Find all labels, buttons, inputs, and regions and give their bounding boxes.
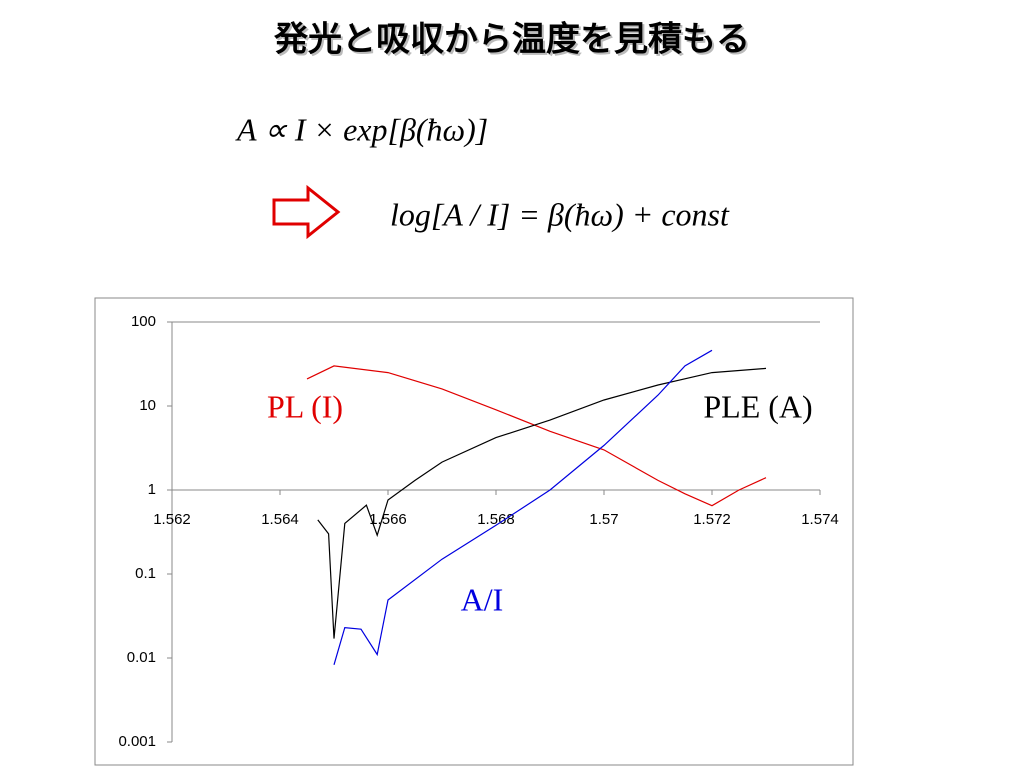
series-label: PLE (A) [703,388,812,424]
series-line [333,349,713,665]
y-tick-label: 1 [148,481,156,498]
y-tick-label: 100 [131,313,156,330]
equation: A ∝ I × exp[β(ħω)] [235,111,488,147]
y-tick-label: 0.01 [127,649,156,666]
series-label: A/I [461,581,504,617]
x-tick-label: 1.566 [369,511,407,528]
x-tick-label: 1.574 [801,511,839,528]
y-tick-label: 0.001 [118,733,156,750]
x-tick-label: 1.57 [589,511,618,528]
series-label: PL (I) [267,388,343,424]
series-line [317,367,767,639]
chart: 0.001 0.01 0.1 1 10 100 1.562 1.564 1.566 1.568 1.… [118,313,838,750]
x-tick-label: 1.564 [261,511,299,528]
x-tick-label: 1.562 [153,511,191,528]
arrow [272,184,341,240]
y-tick-label: 10 [139,397,156,414]
title: 発光と吸収から温度を見積もる [274,20,750,60]
x-tick-label: 1.572 [693,511,731,528]
chart-frame [94,297,854,766]
equation: log[A / I] = β(ħω) + const [390,196,730,232]
series-line [306,365,767,507]
title-shadow: 発光と吸収から温度を見積もる [276,22,752,62]
y-tick-label: 0.1 [135,565,156,582]
x-tick-label: 1.568 [477,511,515,528]
